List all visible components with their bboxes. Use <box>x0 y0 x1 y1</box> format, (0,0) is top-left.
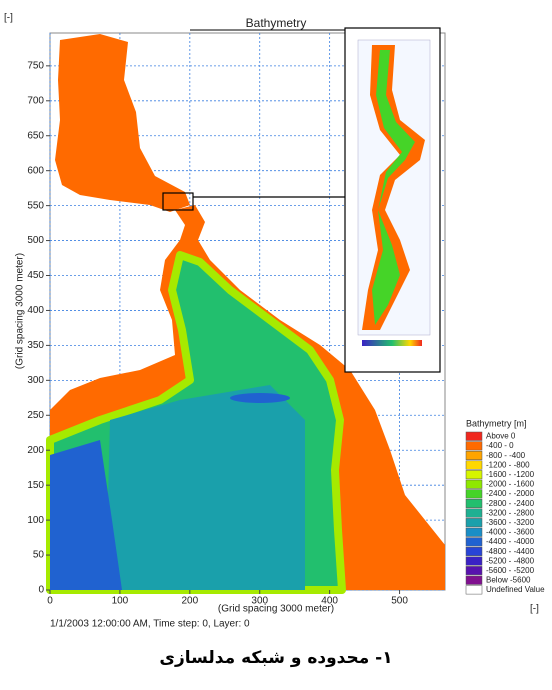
y-tick-label: 550 <box>27 200 44 211</box>
y-tick-label: 750 <box>27 60 44 71</box>
legend-swatch <box>465 431 483 441</box>
inset-map <box>344 27 441 373</box>
x-tick-label: 300 <box>251 596 268 607</box>
legend-swatch <box>465 489 483 499</box>
legend-swatch <box>465 470 483 480</box>
footer: 1/1/2003 12:00:00 AM, Time step: 0, Laye… <box>50 619 250 630</box>
legend-label: -5600 - -5200 <box>486 566 535 575</box>
legend-label: -3200 - -2800 <box>486 508 535 517</box>
legend-label: Undefined Value <box>486 585 545 594</box>
legend-swatch <box>465 498 483 508</box>
y-tick-label: 450 <box>27 270 44 281</box>
x-unit-label: [-] <box>530 604 539 615</box>
legend-label: -400 - 0 <box>486 441 514 450</box>
legend-label: -2000 - -1600 <box>486 480 535 489</box>
legend-label: -5200 - -4800 <box>486 556 535 565</box>
y-axis-label: (Grid spacing 3000 meter) <box>15 253 26 369</box>
inset-legend <box>362 340 422 346</box>
y-tick-label: 50 <box>33 550 45 561</box>
legend-label: -3600 - -3200 <box>486 518 535 527</box>
x-tick-label: 0 <box>47 596 53 607</box>
basin <box>55 34 190 212</box>
y-tick-label: 350 <box>27 340 44 351</box>
chart: Bathymetry [-] 0 100 200 300 400 500 0 50 100 150… <box>4 13 545 630</box>
legend-label: -2400 - -2000 <box>486 489 535 498</box>
x-tick-label: 500 <box>391 596 408 607</box>
legend-label: Below -5600 <box>486 576 531 585</box>
x-tick-label: 200 <box>181 596 198 607</box>
trough <box>230 393 290 403</box>
legend-swatch <box>465 537 483 547</box>
legend-label: -4800 - -4400 <box>486 547 535 556</box>
deeper-zone <box>108 385 305 590</box>
y-tick-label: 200 <box>27 445 44 456</box>
y-tick-label: 400 <box>27 305 44 316</box>
corner-label: [-] <box>4 13 13 24</box>
legend-title: Bathymetry [m] <box>466 418 527 428</box>
legend-label: -800 - -400 <box>486 451 526 460</box>
legend-swatch <box>465 566 483 576</box>
y-tick-label: 0 <box>38 585 44 596</box>
y-tick-label: 150 <box>27 480 44 491</box>
x-tick-label: 400 <box>321 596 338 607</box>
y-tick-label: 700 <box>27 95 44 106</box>
x-axis-label: (Grid spacing 3000 meter) <box>218 604 334 615</box>
legend-swatch <box>465 546 483 556</box>
legend-swatch <box>465 518 483 528</box>
legend-label: -4400 - -4000 <box>486 537 535 546</box>
y-tick-label: 250 <box>27 410 44 421</box>
legend-swatch <box>465 441 483 451</box>
legend-label: -1600 - -1200 <box>486 470 535 479</box>
x-tick-label: 100 <box>112 596 129 607</box>
y-tick-label: 500 <box>27 235 44 246</box>
y-tick-label: 300 <box>27 375 44 386</box>
caption: ۱- محدوده و شبکه مدلسازی <box>159 648 393 668</box>
inset-channel <box>362 45 425 330</box>
deepest-zone <box>50 440 122 590</box>
legend-label: -2800 - -2400 <box>486 499 535 508</box>
chart-title: Bathymetry <box>246 16 307 30</box>
legend-swatch <box>465 575 483 585</box>
y-tick-label: 100 <box>27 515 44 526</box>
legend-swatch <box>465 508 483 518</box>
y-tick-label: 650 <box>27 130 44 141</box>
legend-swatch <box>465 450 483 460</box>
legend-swatch <box>465 479 483 489</box>
bathymetry-map <box>46 29 445 594</box>
legend-label: Above 0 <box>486 432 516 441</box>
legend-swatch <box>465 556 483 566</box>
legend-swatch <box>465 527 483 537</box>
legend-swatch <box>465 460 483 470</box>
zoom-box <box>162 192 194 211</box>
inset-deep <box>372 50 415 325</box>
legend-label: -1200 - -800 <box>486 460 530 469</box>
legend-label: -4000 - -3600 <box>486 528 535 537</box>
y-tick-label: 600 <box>27 165 44 176</box>
legend-swatch <box>465 585 483 595</box>
